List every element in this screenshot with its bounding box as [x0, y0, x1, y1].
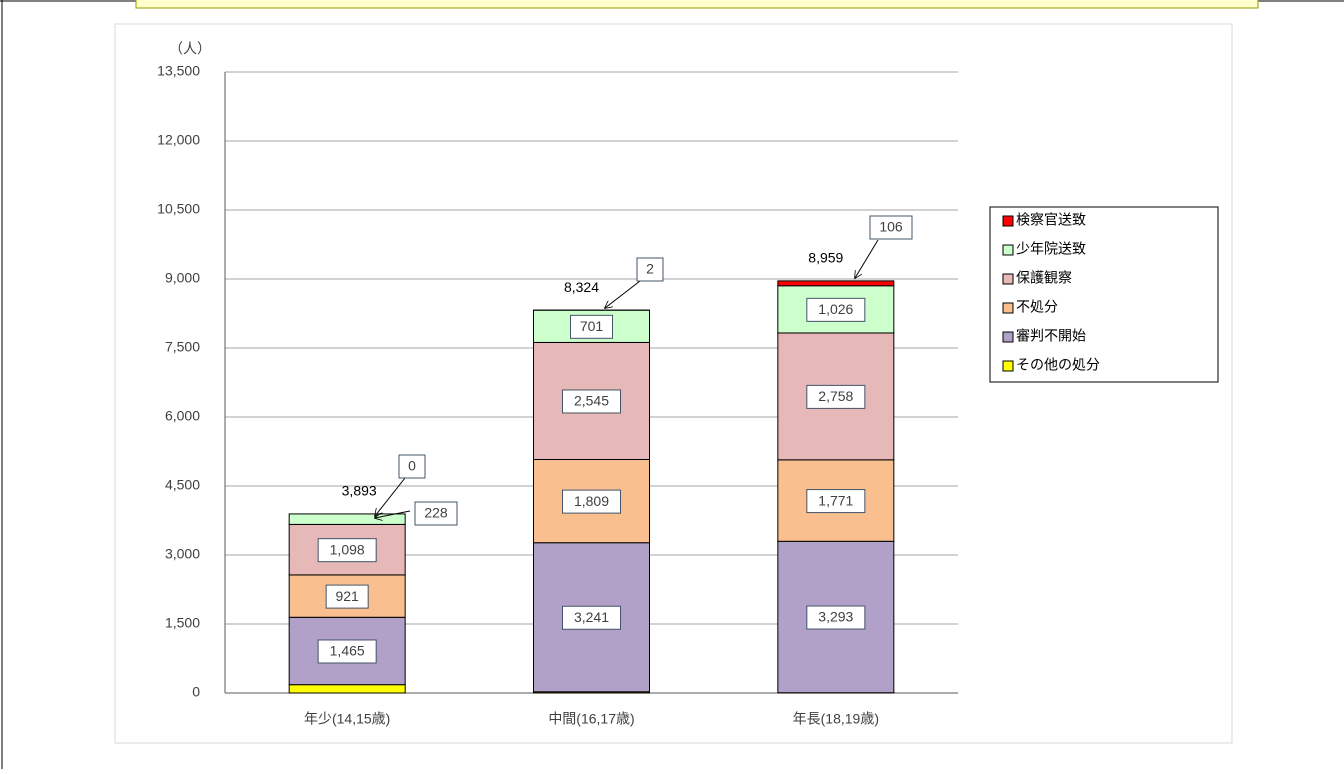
y-tick-label: 1,500 [165, 615, 200, 631]
y-tick-label: 12,000 [157, 132, 200, 148]
y-tick-label: 9,000 [165, 270, 200, 286]
value-label: 0 [408, 458, 416, 474]
x-tick-label: 年少(14,15歳) [304, 711, 390, 727]
value-label: 3,293 [818, 609, 853, 625]
legend-swatch [1003, 361, 1013, 371]
y-unit-label: （人） [169, 41, 211, 57]
total-label: 3,893 [342, 483, 377, 499]
value-label: 1,098 [330, 541, 365, 557]
x-tick-label: 年長(18,19歳) [793, 711, 879, 727]
y-tick-label: 3,000 [165, 546, 200, 562]
legend-label: 保護観察 [1016, 270, 1072, 286]
value-label: 1,465 [330, 643, 365, 659]
y-tick-label: 7,500 [165, 339, 200, 355]
bar-segment [289, 685, 405, 693]
value-label: 1,771 [818, 492, 853, 508]
value-label: 1,026 [818, 301, 853, 317]
legend-swatch [1003, 303, 1013, 313]
y-tick-label: 0 [192, 684, 200, 700]
value-label: 228 [424, 505, 448, 521]
legend-swatch [1003, 216, 1013, 226]
legend-swatch [1003, 332, 1013, 342]
value-label: 3,241 [574, 609, 609, 625]
top-box [136, 0, 1258, 8]
value-label: 1,809 [574, 493, 609, 509]
y-tick-label: 4,500 [165, 477, 200, 493]
value-label: 921 [335, 588, 359, 604]
value-label: 2,758 [818, 388, 853, 404]
total-label: 8,959 [808, 250, 843, 266]
legend-label: その他の処分 [1016, 357, 1100, 373]
y-tick-label: 10,500 [157, 201, 200, 217]
value-label: 2 [646, 261, 654, 277]
x-tick-label: 中間(16,17歳) [548, 711, 634, 727]
legend-label: 審判不開始 [1016, 328, 1086, 344]
total-label: 8,324 [564, 279, 599, 295]
value-label: 2,545 [574, 393, 609, 409]
y-tick-label: 6,000 [165, 408, 200, 424]
legend-label: 不処分 [1016, 299, 1058, 315]
bar-segment [778, 281, 894, 286]
legend-swatch [1003, 245, 1013, 255]
legend-label: 検察官送致 [1016, 212, 1086, 228]
chart-area [115, 24, 1232, 743]
legend-swatch [1003, 274, 1013, 284]
y-tick-label: 13,500 [157, 63, 200, 79]
value-label: 106 [879, 219, 903, 235]
legend-label: 少年院送致 [1016, 241, 1086, 257]
value-label: 701 [580, 318, 604, 334]
